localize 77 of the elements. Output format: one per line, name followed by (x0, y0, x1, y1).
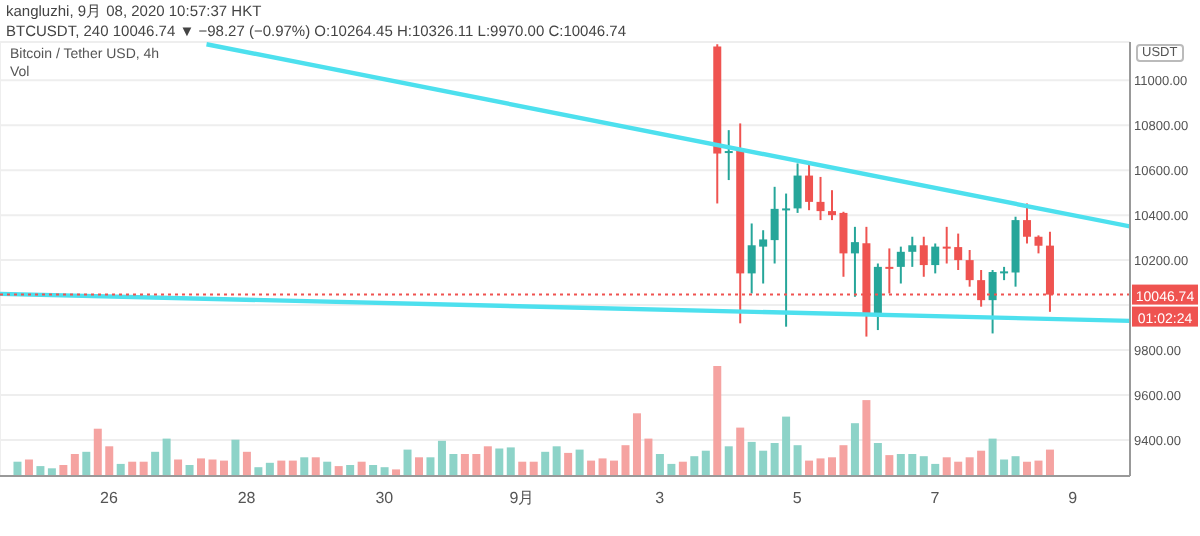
bar (575, 449, 584, 476)
bar (162, 438, 171, 476)
candlestick (965, 249, 974, 288)
x-tick-label: 9月 (509, 489, 535, 508)
bar (724, 446, 733, 476)
bar (219, 460, 228, 476)
bar (231, 439, 240, 476)
bar (300, 457, 309, 476)
bar (541, 451, 550, 476)
bar (403, 449, 412, 476)
bar (380, 467, 389, 476)
bar (323, 461, 332, 476)
bar (82, 451, 91, 476)
bar (873, 443, 882, 476)
bar (59, 465, 68, 476)
bar (426, 457, 435, 476)
bar (24, 459, 33, 476)
candlestick (850, 225, 859, 298)
bar (885, 455, 894, 476)
bar (242, 451, 251, 476)
bar (392, 469, 401, 476)
candlestick (896, 245, 905, 285)
bar (483, 446, 492, 476)
bar (70, 454, 79, 476)
bar (564, 452, 573, 476)
bar (357, 461, 366, 476)
candlestick (816, 175, 825, 222)
bar (862, 400, 871, 476)
candlestick (793, 162, 802, 214)
bar (47, 468, 56, 476)
bar (334, 466, 343, 476)
x-tick-label: 7 (930, 489, 941, 508)
bar (415, 457, 423, 476)
bar (690, 456, 699, 476)
bar (185, 465, 194, 476)
x-tick-label: 3 (655, 489, 666, 508)
bar (678, 461, 687, 476)
bar (36, 466, 45, 476)
candlestick (931, 242, 940, 275)
bar (139, 461, 148, 476)
x-tick-label: 26 (100, 489, 119, 508)
bar (506, 447, 515, 476)
bar (1045, 449, 1054, 476)
x-tick-label: 28 (237, 489, 257, 508)
x-tick-label: 9 (1068, 489, 1079, 508)
bar (174, 459, 183, 476)
bar (128, 461, 137, 476)
bar (254, 467, 263, 476)
bar (346, 465, 355, 476)
bar (311, 457, 320, 476)
bar (116, 463, 125, 476)
bar (288, 460, 297, 476)
x-tick-label: 5 (792, 489, 803, 508)
bar (1011, 456, 1020, 476)
candlestick (873, 262, 882, 332)
bar (701, 450, 710, 476)
bar (495, 448, 504, 476)
bar (793, 445, 802, 476)
bar (369, 465, 378, 476)
bar (713, 366, 722, 476)
bar (277, 460, 286, 476)
candlestick (805, 160, 814, 212)
bar (736, 427, 745, 476)
candlestick (908, 235, 917, 268)
bar (151, 451, 160, 476)
bar (529, 461, 538, 476)
bar (13, 461, 22, 476)
bar (552, 446, 561, 476)
candlestick (724, 129, 733, 182)
bar (518, 461, 527, 476)
bar (805, 460, 814, 476)
candlestick (1023, 202, 1032, 245)
candlestick (919, 235, 928, 278)
bar (850, 423, 859, 476)
bar (587, 460, 596, 476)
bar (265, 462, 274, 476)
x-tick-label: 30 (375, 489, 395, 508)
